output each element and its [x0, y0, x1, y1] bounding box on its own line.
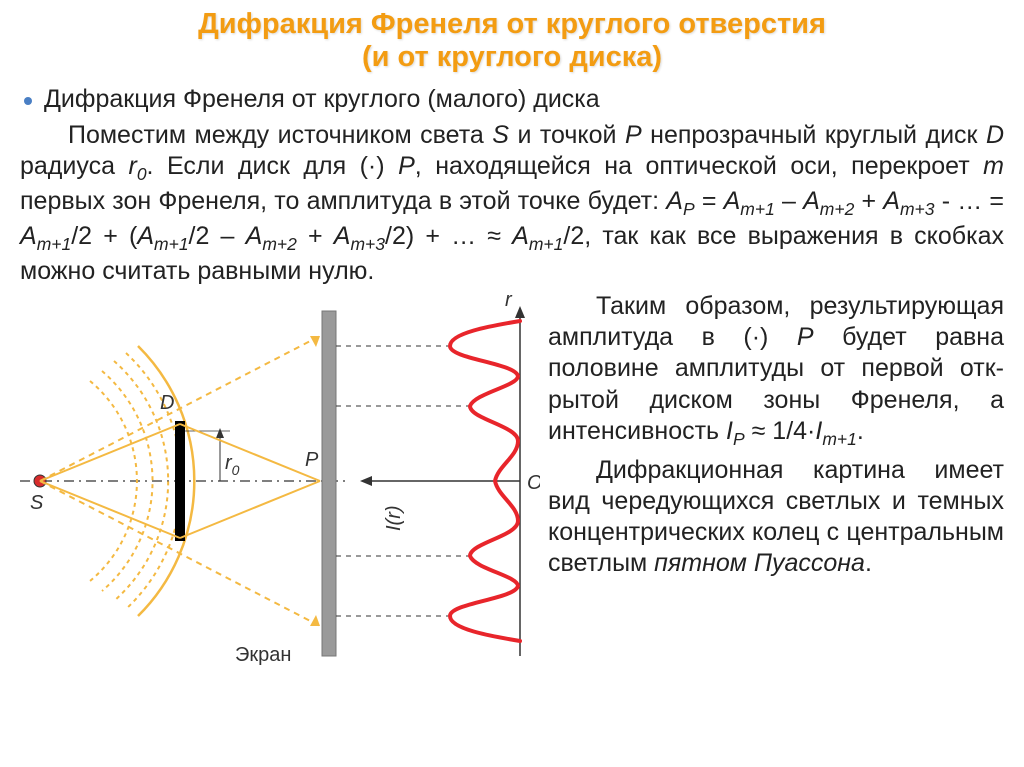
- p3-poisson: пятном Пуассона: [654, 549, 865, 577]
- p1-h2: /2 –: [189, 222, 246, 250]
- right-column: Таким образом, резуль­тирующая амплитуда…: [548, 291, 1004, 696]
- p1-A3: A: [883, 187, 900, 215]
- label-screen: Экран: [235, 644, 291, 666]
- p1-A8: A: [512, 222, 529, 250]
- p1-t5: . Если диск для (·): [147, 152, 399, 180]
- p2-P: P: [797, 323, 814, 351]
- p1-D: D: [986, 121, 1004, 149]
- p1-m: m: [983, 152, 1004, 180]
- p1-A: A: [666, 187, 683, 215]
- diagram: S D r0: [20, 291, 540, 696]
- p1-plus: +: [854, 187, 883, 215]
- p1-eq: =: [695, 187, 724, 215]
- page-title: Дифракция Френеля от круглого отверстия …: [20, 8, 1004, 75]
- p1-minus: –: [775, 187, 803, 215]
- p2-dot: .: [857, 417, 864, 445]
- fresnel-diagram-svg: S D r0: [20, 291, 540, 691]
- label-S: S: [30, 492, 44, 514]
- p1-m6: m+2: [262, 234, 297, 254]
- label-r0sub: 0: [232, 462, 240, 478]
- p1-h1: /2 + (: [71, 222, 137, 250]
- p1-A7: A: [334, 222, 351, 250]
- paragraph-2: Таким образом, резуль­тирующая амплитуда…: [548, 291, 1004, 451]
- p1-r0sub: 0: [137, 164, 147, 184]
- title-line-1: Дифракция Френеля от круглого отверстия: [198, 8, 826, 40]
- p1-m3: m+3: [900, 199, 935, 219]
- label-D: D: [160, 392, 174, 414]
- p2-IP: P: [733, 429, 745, 449]
- lower-section: S D r0: [20, 291, 1004, 696]
- p1-cont: - … =: [935, 187, 1004, 215]
- p2-approx: ≈ 1/4·: [745, 417, 816, 445]
- p1-r0: r: [128, 152, 136, 180]
- bullet-text: Дифракция Френеля от круглого (малого) д…: [44, 85, 600, 114]
- p1-t2: и точкой: [509, 121, 625, 149]
- p1-m2: m+2: [820, 199, 855, 219]
- p1-A4: A: [20, 222, 37, 250]
- p1-S: S: [492, 121, 509, 149]
- title-line-2: (и от круглого диска): [362, 41, 662, 73]
- p1-plus2: +: [297, 222, 334, 250]
- p1-t1: Поместим между источником света: [68, 121, 492, 149]
- p1-m7: m+3: [350, 234, 385, 254]
- p1-A2: A: [803, 187, 820, 215]
- p1-AP: P: [683, 199, 695, 219]
- p1-P2: P: [398, 152, 415, 180]
- label-r: r: [505, 291, 513, 311]
- p1-A1: A: [724, 187, 741, 215]
- p1-h3: /2) + … ≈: [385, 222, 512, 250]
- p3-dot: .: [865, 549, 872, 577]
- label-O: O: [527, 472, 540, 494]
- p1-m5: m+1: [154, 234, 189, 254]
- p1-m1: m+1: [740, 199, 775, 219]
- p1-t6: , находящейся на оптической оси, перекро…: [415, 152, 983, 180]
- label-P: P: [305, 449, 319, 471]
- p2-Im1: m+1: [822, 429, 857, 449]
- p1-m8: m+1: [529, 234, 564, 254]
- label-Ir: I(r): [383, 505, 405, 531]
- p1-A6: A: [246, 222, 263, 250]
- p2-I: I: [726, 417, 733, 445]
- p1-t7: первых зон Френеля, то амплитуда в этой …: [20, 187, 666, 215]
- paragraph-1: Поместим между источником света S и точк…: [20, 120, 1004, 287]
- p1-t4: радиуса: [20, 152, 128, 180]
- p1-m4: m+1: [37, 234, 72, 254]
- svg-text:r0: r0: [225, 452, 240, 478]
- bullet-row: Дифракция Френеля от круглого (малого) д…: [20, 85, 1004, 114]
- p1-A5: A: [137, 222, 154, 250]
- p1-t3: непрозрачный круглый диск: [642, 121, 986, 149]
- bullet-icon: [24, 97, 32, 105]
- paragraph-3: Дифракционная картина имеет вид чередующ…: [548, 455, 1004, 580]
- p1-P: P: [625, 121, 642, 149]
